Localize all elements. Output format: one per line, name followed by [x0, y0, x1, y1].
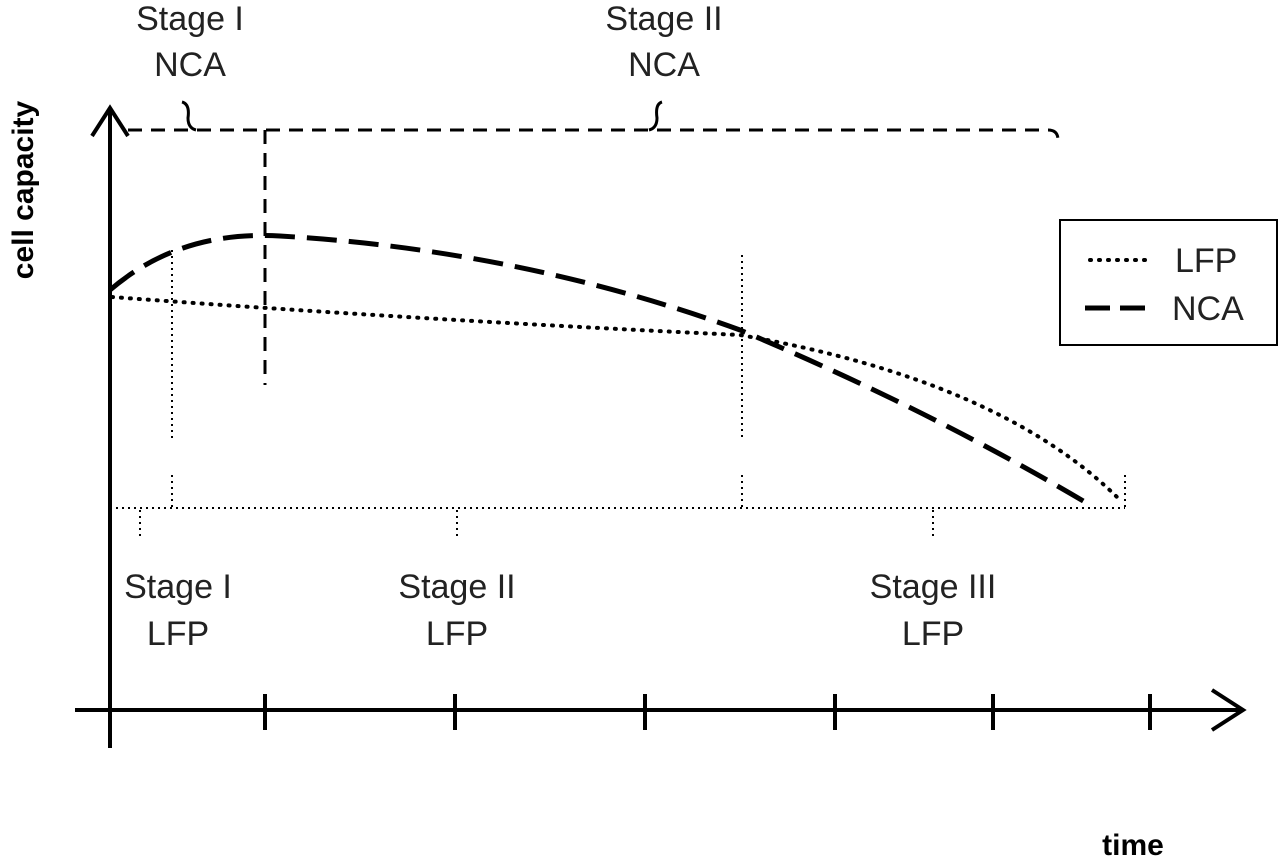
- x-axis-label: time: [1102, 829, 1164, 859]
- stage-label: Stage I: [124, 568, 232, 606]
- y-axis-label: cell capacity: [7, 100, 40, 279]
- stage-label: Stage I: [136, 0, 244, 38]
- nca-brace: [181, 100, 197, 132]
- stage-label: Stage II: [398, 568, 515, 606]
- stage-label: Stage III: [870, 568, 997, 606]
- legend-label: LFP: [1175, 242, 1237, 280]
- x-ticks: [263, 694, 1152, 730]
- x-axis-arrow: [1210, 688, 1247, 732]
- legend-box: [1059, 219, 1278, 346]
- stage-label: LFP: [426, 615, 488, 653]
- y-axis-arrow: [90, 104, 130, 138]
- legend-label: NCA: [1172, 290, 1244, 328]
- stage-label: LFP: [147, 615, 209, 653]
- nca-brace: [648, 100, 663, 132]
- stage-label: NCA: [154, 46, 226, 84]
- stage-label: NCA: [628, 46, 700, 84]
- stage-label: LFP: [902, 615, 964, 653]
- lfp-curve: [110, 295, 1122, 502]
- nca-stage-bracket: [128, 128, 1060, 141]
- stage-label: Stage II: [605, 0, 722, 38]
- nca-curve: [108, 232, 1092, 508]
